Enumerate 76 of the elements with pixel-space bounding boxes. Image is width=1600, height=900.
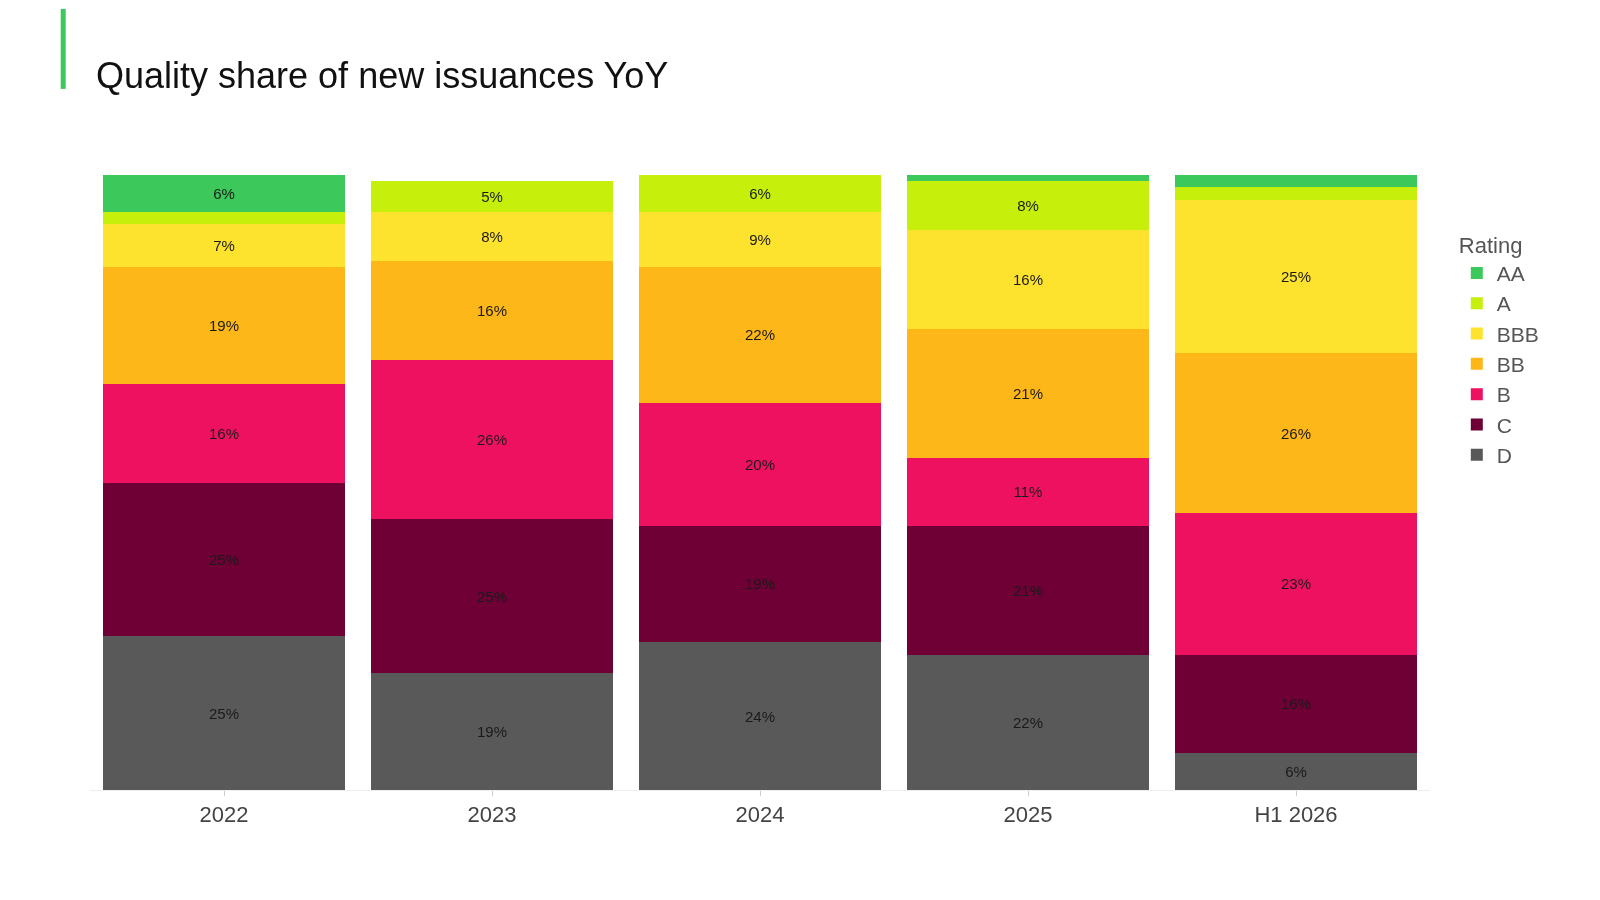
bar bbox=[639, 525, 881, 643]
data-label: 22% bbox=[744, 326, 776, 344]
bar bbox=[639, 175, 881, 212]
data-label: 23% bbox=[1280, 575, 1312, 593]
bar bbox=[907, 328, 1149, 458]
bar bbox=[371, 519, 613, 674]
bar bbox=[639, 402, 881, 526]
bar bbox=[1175, 654, 1417, 754]
data-label: 6% bbox=[749, 184, 771, 202]
bar bbox=[371, 673, 613, 790]
bar bbox=[103, 636, 345, 790]
bar bbox=[1175, 753, 1417, 790]
bar bbox=[371, 181, 613, 212]
bar bbox=[1175, 513, 1417, 655]
data-label: 6% bbox=[1285, 763, 1307, 781]
data-label: 11% bbox=[1013, 483, 1043, 501]
legend-label: A bbox=[1496, 292, 1511, 316]
x-tick-label: 2025 bbox=[1003, 802, 1053, 828]
data-label: 7% bbox=[213, 237, 235, 255]
bar bbox=[371, 211, 613, 262]
legend-label: BB bbox=[1496, 353, 1525, 377]
legend-label: B bbox=[1496, 383, 1511, 407]
data-label: 25% bbox=[208, 550, 240, 568]
data-label: 25% bbox=[476, 587, 508, 605]
bar bbox=[907, 654, 1149, 790]
data-label: 24% bbox=[744, 707, 776, 725]
data-label: 20% bbox=[744, 455, 776, 473]
legend-label: D bbox=[1496, 443, 1512, 467]
legend-label: AA bbox=[1496, 262, 1525, 286]
x-tick-label: 2023 bbox=[467, 802, 517, 828]
bar bbox=[907, 230, 1149, 329]
data-label: 21% bbox=[1012, 384, 1044, 402]
data-label: 9% bbox=[749, 231, 771, 249]
bar bbox=[103, 384, 345, 483]
bar bbox=[103, 224, 345, 268]
bar bbox=[1175, 175, 1417, 188]
data-label: 16% bbox=[1012, 271, 1044, 289]
x-tick-label: H1 2026 bbox=[1254, 802, 1338, 828]
x-tick-label: 2022 bbox=[199, 802, 249, 828]
bar bbox=[639, 642, 881, 790]
data-label: 26% bbox=[1280, 424, 1312, 442]
data-label: 6% bbox=[213, 184, 235, 202]
bar bbox=[103, 267, 345, 385]
data-label: 19% bbox=[476, 723, 508, 741]
bar bbox=[1175, 199, 1417, 354]
data-label: 16% bbox=[476, 301, 508, 319]
chart-title: Quality share of new issuances YoY bbox=[96, 55, 669, 97]
data-label: 22% bbox=[1012, 713, 1044, 731]
legend-title: Rating bbox=[1458, 232, 1523, 258]
data-label: 25% bbox=[1280, 267, 1312, 285]
data-label: 16% bbox=[208, 424, 240, 442]
bar bbox=[371, 261, 613, 360]
data-label: 8% bbox=[481, 228, 503, 245]
data-label: 25% bbox=[208, 704, 240, 722]
data-label: 19% bbox=[744, 575, 776, 593]
legend-label: C bbox=[1496, 413, 1512, 437]
bar bbox=[907, 525, 1149, 655]
bar bbox=[1175, 353, 1417, 514]
bar bbox=[103, 175, 345, 212]
data-label: 19% bbox=[208, 317, 240, 335]
bar bbox=[103, 211, 345, 225]
data-label: 16% bbox=[1280, 695, 1312, 713]
bar bbox=[907, 181, 1149, 231]
bar bbox=[103, 482, 345, 637]
bar bbox=[639, 267, 881, 403]
data-label: 26% bbox=[476, 430, 508, 448]
bar bbox=[907, 457, 1149, 526]
data-label: 21% bbox=[1012, 581, 1044, 599]
data-label: 5% bbox=[481, 188, 503, 206]
bar bbox=[371, 359, 613, 520]
data-label: 8% bbox=[1017, 197, 1039, 215]
bar bbox=[907, 175, 1149, 182]
bar bbox=[639, 211, 881, 268]
bar bbox=[1175, 187, 1417, 200]
x-tick-label: 2024 bbox=[735, 802, 785, 828]
legend-label: BBB bbox=[1496, 322, 1539, 346]
